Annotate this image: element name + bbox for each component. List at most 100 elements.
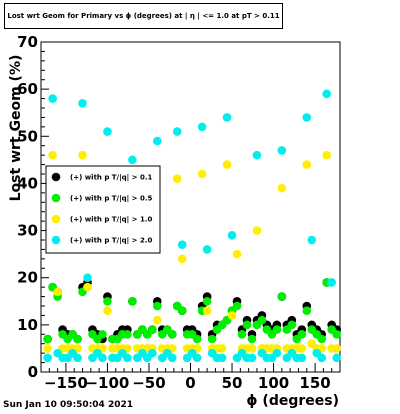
legend-box <box>45 165 161 254</box>
data-point <box>332 344 341 353</box>
data-point <box>302 306 312 316</box>
x-tick-label: 150 <box>299 374 330 392</box>
data-point <box>172 174 182 184</box>
data-point <box>252 226 262 235</box>
data-point <box>78 150 87 160</box>
x-tick-label: −100 <box>85 374 129 392</box>
data-point <box>177 240 187 250</box>
data-point <box>322 89 332 99</box>
data-point <box>332 329 341 339</box>
data-point <box>152 136 162 146</box>
data-point <box>78 98 87 108</box>
series-2 <box>43 278 341 344</box>
legend: (+) with p T/|q| > 0.1 (+) with p T/|q| >… <box>45 165 161 254</box>
data-point <box>287 320 297 330</box>
data-point <box>302 160 312 169</box>
data-point <box>217 353 227 363</box>
data-point <box>152 301 162 311</box>
data-point <box>332 353 341 363</box>
data-point <box>48 94 57 103</box>
data-point <box>302 113 312 122</box>
x-tick-label: −50 <box>132 374 165 392</box>
data-point <box>227 230 237 240</box>
data-point <box>247 334 257 344</box>
data-point <box>257 315 267 325</box>
y-tick-label: 70 <box>17 33 38 51</box>
data-point <box>192 353 202 363</box>
data-point <box>123 353 132 363</box>
data-point <box>123 329 132 339</box>
data-point <box>192 334 202 344</box>
data-point <box>242 320 252 330</box>
chart-title: Lost wrt Geom for Primary vs ϕ (degrees)… <box>4 3 283 29</box>
data-point <box>103 127 112 136</box>
data-point <box>222 160 232 169</box>
data-point <box>167 329 177 339</box>
data-point <box>197 122 207 132</box>
legend-label: (+) with p T/|q| > 0.5 <box>70 195 153 204</box>
legend-marker <box>51 235 61 245</box>
data-point <box>177 306 187 316</box>
data-point <box>167 353 177 363</box>
y-tick-label: 30 <box>17 222 38 240</box>
data-point <box>43 334 52 344</box>
data-point <box>147 325 157 334</box>
data-point <box>252 150 262 160</box>
data-point <box>297 329 307 339</box>
x-tick-label: 50 <box>222 374 243 392</box>
data-point <box>73 353 82 363</box>
y-tick-label: 0 <box>28 363 38 381</box>
data-point <box>177 254 187 264</box>
legend-marker <box>51 214 61 224</box>
data-point <box>83 282 92 292</box>
y-tick-label: 10 <box>17 316 38 334</box>
axes: 0 10 20 30 40 50 60 70 −150−100 −50 0 50 100 150 <box>17 33 333 392</box>
data-point <box>247 353 257 363</box>
data-point <box>128 296 137 306</box>
data-point <box>277 183 287 193</box>
data-point <box>207 334 217 344</box>
legend-marker <box>51 172 61 182</box>
data-point <box>297 353 307 363</box>
data-point <box>98 329 107 339</box>
data-point <box>43 353 52 363</box>
data-point <box>247 344 257 353</box>
y-tick-label: 50 <box>17 127 38 145</box>
data-point <box>48 150 57 160</box>
y-tick-label: 20 <box>17 269 38 287</box>
data-point <box>272 348 282 358</box>
data-point <box>277 292 287 301</box>
data-point <box>232 301 242 311</box>
y-axis-title: Lost wrt Geom (%) <box>8 55 24 202</box>
data-point <box>297 344 307 353</box>
data-point <box>202 245 212 254</box>
data-point <box>317 353 327 363</box>
data-point <box>202 296 212 306</box>
data-point <box>83 273 92 283</box>
chart-title-text: Lost wrt Geom for Primary vs ϕ (degrees)… <box>7 12 280 20</box>
data-point <box>327 278 336 287</box>
legend-label: (+) with p T/|q| > 2.0 <box>70 237 153 246</box>
y-tick-label: 60 <box>17 80 38 98</box>
data-point <box>73 334 82 344</box>
data-point <box>103 306 112 316</box>
x-axis-title: ϕ (degrees) <box>246 393 339 409</box>
legend-label: (+) with p T/|q| > 0.1 <box>70 174 153 183</box>
data-point <box>197 169 207 179</box>
legend-marker <box>51 193 61 203</box>
data-point <box>227 311 237 320</box>
x-tick-label: 0 <box>185 374 195 392</box>
legend-label: (+) with p T/|q| > 1.0 <box>70 216 153 225</box>
data-point <box>237 329 247 339</box>
data-point <box>43 344 52 353</box>
timestamp-footer: Sun Jan 10 09:50:04 2021 <box>3 400 134 410</box>
data-point <box>103 296 112 306</box>
data-point <box>172 127 182 136</box>
data-point <box>217 344 227 353</box>
data-point <box>202 306 212 316</box>
data-point <box>128 155 137 165</box>
data-points <box>43 89 341 363</box>
data-point <box>53 287 62 297</box>
data-point <box>322 150 332 160</box>
